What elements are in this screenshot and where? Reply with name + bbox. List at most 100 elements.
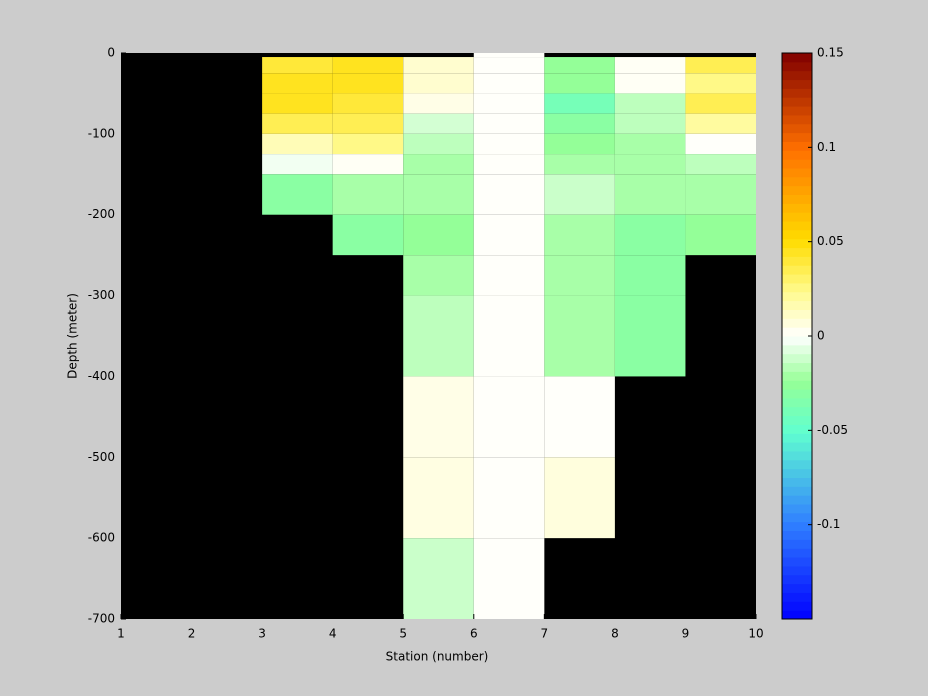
heatmap-cell (614, 113, 686, 134)
colorbar-tick-label: -0.05 (817, 423, 848, 437)
heatmap-cell (473, 174, 545, 215)
colorbar-step (782, 495, 812, 505)
heatmap-cell (262, 133, 333, 155)
x-axis-label: Station (number) (386, 650, 489, 664)
heatmap-cell (332, 154, 404, 175)
colorbar-step (782, 574, 812, 585)
colorbar-step (782, 371, 812, 381)
heatmap-cell (473, 457, 545, 539)
heatmap-cell (403, 154, 474, 175)
heatmap-cell (262, 93, 333, 114)
colorbar-step (782, 309, 812, 319)
heatmap-cell (403, 113, 474, 134)
colorbar-step (782, 521, 812, 532)
colorbar-step (782, 477, 812, 487)
colorbar-step (782, 592, 812, 602)
y-tick-label: -700 (88, 612, 115, 626)
heatmap-cell (685, 73, 756, 94)
colorbar-step (782, 221, 812, 231)
heatmap-cell (473, 154, 545, 175)
colorbar-step (782, 512, 812, 523)
x-tick-label: 5 (399, 627, 407, 641)
colorbar-step (782, 362, 812, 372)
colorbar-step (782, 141, 812, 151)
heatmap-cell (544, 376, 615, 458)
x-tick-label: 1 (117, 627, 125, 641)
colorbar-step (782, 88, 812, 98)
heatmap-cell (262, 174, 333, 215)
heatmap-cell (685, 174, 756, 215)
colorbar-step (782, 167, 812, 178)
colorbar-step (782, 238, 812, 249)
colorbar-step (782, 601, 812, 611)
x-tick-label: 8 (611, 627, 619, 641)
heatmap-cell (403, 255, 474, 296)
y-tick-label: -600 (88, 531, 115, 545)
heatmap-cell (614, 133, 686, 155)
heatmap-cell (685, 57, 756, 74)
heatmap-cell (614, 255, 686, 296)
heatmap-cell (473, 295, 545, 377)
colorbar-step (782, 459, 812, 470)
colorbar-step (782, 176, 812, 187)
colorbar-step (782, 415, 812, 425)
colorbar-step (782, 53, 812, 63)
colorbar-step (782, 504, 812, 514)
heatmap-cell (614, 154, 686, 175)
colorbar-step (782, 247, 812, 257)
heatmap-cell (403, 93, 474, 114)
heatmap-cell (544, 113, 615, 134)
heatmap-cell (614, 295, 686, 377)
colorbar-step (782, 548, 812, 558)
heatmap-cell (403, 73, 474, 94)
x-tick-label: 7 (541, 627, 549, 641)
heatmap-cell (544, 457, 615, 539)
heatmap-cell (332, 57, 404, 74)
heatmap-cell (614, 93, 686, 114)
heatmap-cell (614, 214, 686, 256)
heatmap-cell (544, 73, 615, 94)
heatmap-cell (403, 174, 474, 215)
colorbar-step (782, 610, 812, 620)
heatmap-cell (544, 214, 615, 256)
colorbar-step (782, 450, 812, 461)
colorbar-tick-label: -0.1 (817, 517, 840, 531)
heatmap-cell (473, 376, 545, 458)
y-tick-label: -500 (88, 450, 115, 464)
heatmap-cell (403, 57, 474, 74)
colorbar-step (782, 336, 812, 346)
heatmap-cell (332, 73, 404, 94)
colorbar-step (782, 318, 812, 328)
heatmap-cell (473, 73, 545, 94)
heatmap-cell (262, 113, 333, 134)
colorbar-step (782, 468, 812, 478)
colorbar-tick-label: 0 (817, 329, 825, 343)
colorbar-step (782, 61, 812, 72)
colorbar-step (782, 344, 812, 355)
colorbar-step (782, 106, 812, 116)
heatmap-cell (614, 57, 686, 74)
colorbar-step (782, 150, 812, 160)
colorbar-step (782, 97, 812, 107)
heatmap-cell (473, 255, 545, 296)
colorbar-step (782, 353, 812, 364)
y-tick-label: -200 (88, 207, 115, 221)
heatmap-cell (332, 113, 404, 134)
colorbar-step (782, 530, 812, 540)
colorbar-step (782, 406, 812, 417)
heatmap-cell (544, 133, 615, 155)
heatmap-cell (403, 295, 474, 377)
x-tick-label: 9 (682, 627, 690, 641)
colorbar-step (782, 327, 812, 337)
heatmap-cell (473, 93, 545, 114)
heatmap-cell (403, 538, 474, 619)
colorbar-step (782, 433, 812, 443)
heatmap-cell (544, 93, 615, 114)
heatmap-cell (332, 133, 404, 155)
colorbar-tick-label: 0.1 (817, 140, 836, 154)
y-tick-label: -100 (88, 126, 115, 140)
heatmap-cell (262, 154, 333, 175)
y-tick-label: -400 (88, 369, 115, 383)
colorbar-step (782, 274, 812, 284)
